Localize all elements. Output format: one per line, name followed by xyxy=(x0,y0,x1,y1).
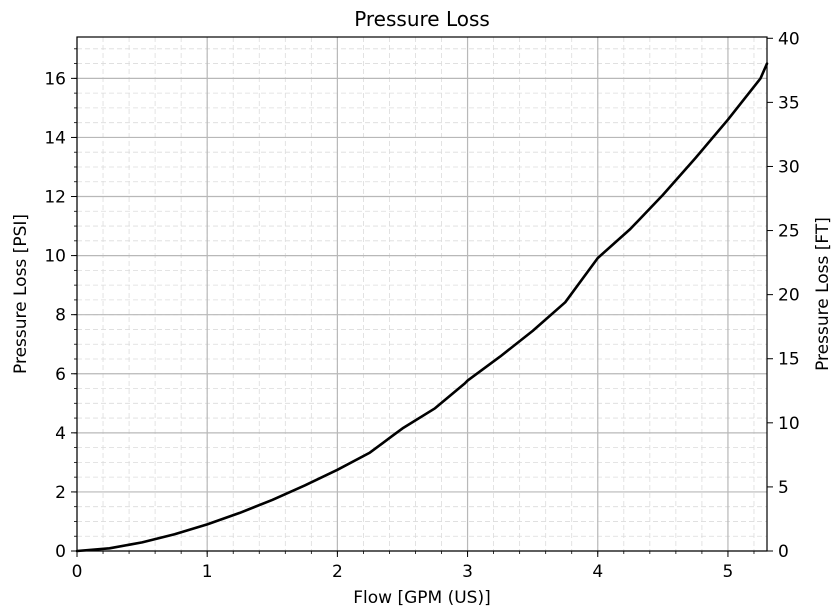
left-y-axis: 0 2 4 6 8 10 12 14 16 xyxy=(44,48,77,562)
y-tick-label: 16 xyxy=(44,69,66,89)
x-axis-label: Flow [GPM (US)] xyxy=(353,588,490,608)
minor-grid xyxy=(76,37,767,552)
y2-tick-label: 30 xyxy=(778,157,800,177)
x-tick-label: 4 xyxy=(592,562,603,582)
x-tick-label: 0 xyxy=(72,562,83,582)
y2-tick-label: 10 xyxy=(778,414,800,434)
y2-tick-label: 0 xyxy=(778,542,789,562)
right-y-axis: 0 5 10 15 20 25 30 35 40 xyxy=(767,29,800,562)
y-tick-label: 8 xyxy=(55,306,66,326)
series-layer xyxy=(75,62,769,553)
series-line xyxy=(75,62,769,553)
y-axis-label: Pressure Loss [PSI] xyxy=(11,214,31,374)
y2-tick-label: 25 xyxy=(778,222,800,242)
y2-axis-label: Pressure Loss [FT] xyxy=(813,217,833,371)
x-tick-label: 1 xyxy=(202,562,213,582)
y2-tick-label: 40 xyxy=(778,29,800,49)
y-tick-label: 2 xyxy=(55,483,66,503)
y2-tick-label: 20 xyxy=(778,286,800,306)
major-grid xyxy=(76,37,767,552)
y-tick-label: 6 xyxy=(55,365,66,385)
plot-frame xyxy=(76,36,768,552)
x-tick-label: 5 xyxy=(723,562,734,582)
y-tick-label: 4 xyxy=(55,424,66,444)
y-tick-label: 12 xyxy=(44,188,66,208)
x-axis: 0 1 2 3 4 5 xyxy=(72,551,755,582)
y2-tick-label: 35 xyxy=(778,93,800,113)
x-tick-label: 2 xyxy=(332,562,343,582)
y-tick-label: 10 xyxy=(44,247,66,267)
y-tick-label: 0 xyxy=(55,542,66,562)
y-tick-label: 14 xyxy=(44,128,66,148)
x-tick-label: 3 xyxy=(462,562,473,582)
y2-tick-label: 15 xyxy=(778,350,800,370)
chart-title: Pressure Loss xyxy=(354,7,490,31)
y2-tick-label: 5 xyxy=(778,478,789,498)
